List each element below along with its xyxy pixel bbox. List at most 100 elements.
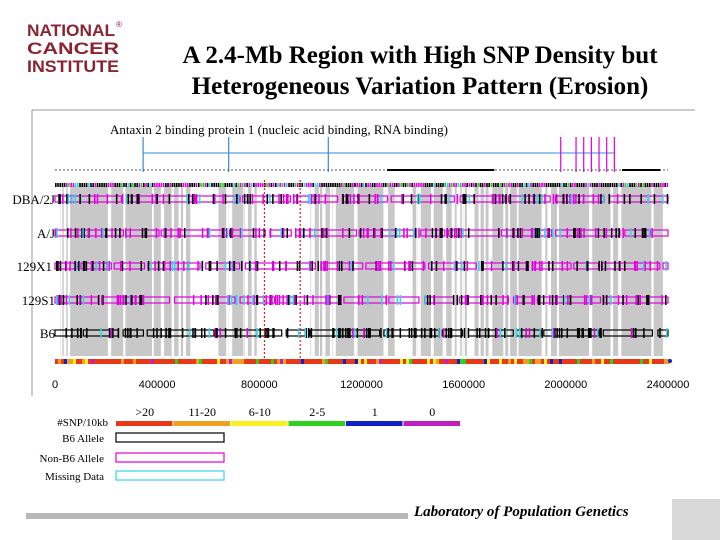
snp-tick xyxy=(129,228,131,238)
top-marker xyxy=(191,183,193,187)
top-marker xyxy=(662,183,664,187)
snp-tick xyxy=(216,295,219,305)
snp-tick xyxy=(547,228,549,238)
density-legend-swatch xyxy=(346,421,403,426)
snp-tick xyxy=(341,328,344,338)
density-cell xyxy=(340,359,343,364)
snp-tick xyxy=(358,194,360,204)
snp-tick xyxy=(282,228,285,238)
snp-tick xyxy=(189,328,191,338)
snp-tick xyxy=(498,194,500,204)
snp-tick xyxy=(108,261,110,271)
snp-tick xyxy=(548,261,550,271)
snp-tick xyxy=(352,261,354,271)
density-cell xyxy=(376,359,379,364)
snp-tick xyxy=(494,194,497,204)
snp-tick xyxy=(411,261,414,271)
density-cell xyxy=(367,359,370,364)
snp-tick xyxy=(272,194,274,204)
x-tick-label: 0 xyxy=(52,379,58,391)
snp-tick xyxy=(618,261,621,271)
snp-tick xyxy=(464,194,467,204)
x-tick-label: 1600000 xyxy=(442,379,485,391)
top-marker xyxy=(554,183,556,187)
density-cell xyxy=(469,359,472,364)
top-marker xyxy=(376,183,378,187)
top-marker xyxy=(530,183,532,187)
snp-tick xyxy=(311,194,313,204)
density-cell xyxy=(247,359,250,364)
allele-segment xyxy=(458,296,510,304)
snp-tick xyxy=(533,194,536,204)
snp-tick xyxy=(402,194,405,204)
top-marker xyxy=(290,183,292,187)
top-marker xyxy=(310,183,312,187)
top-marker xyxy=(446,183,449,187)
snp-tick xyxy=(422,261,425,271)
top-marker xyxy=(220,183,222,187)
top-marker xyxy=(528,183,530,187)
snp-tick xyxy=(134,295,136,305)
snp-tick xyxy=(533,295,536,305)
density-cell xyxy=(175,359,178,364)
snp-tick xyxy=(313,194,316,204)
snp-tick xyxy=(433,295,435,305)
gap-line xyxy=(473,186,475,356)
snp-tick xyxy=(115,194,118,204)
density-legend-swatch xyxy=(231,421,288,426)
top-marker xyxy=(121,183,123,187)
snp-tick xyxy=(539,228,541,238)
top-marker xyxy=(387,183,389,187)
gap-line xyxy=(451,186,455,356)
snp-tick xyxy=(87,228,90,238)
gap-line xyxy=(251,186,255,356)
density-cell xyxy=(487,359,490,364)
snp-tick xyxy=(100,328,102,338)
density-cell xyxy=(640,359,643,364)
density-cell xyxy=(328,359,331,364)
top-marker xyxy=(316,183,319,187)
snp-tick xyxy=(625,295,628,305)
snp-tick xyxy=(270,295,273,305)
top-marker xyxy=(521,183,523,187)
density-cell xyxy=(88,359,91,364)
allele-segment xyxy=(536,296,602,304)
snp-tick xyxy=(235,295,238,305)
snp-tick xyxy=(208,261,211,271)
density-cell xyxy=(589,359,592,364)
density-cell xyxy=(544,359,547,364)
snp-tick xyxy=(144,228,147,238)
top-marker xyxy=(477,183,479,187)
density-cell xyxy=(67,359,70,364)
top-marker xyxy=(547,183,550,187)
snp-tick xyxy=(304,328,307,338)
snp-tick xyxy=(460,228,462,238)
snp-tick xyxy=(65,295,68,305)
snp-tick xyxy=(326,261,328,271)
snp-tick xyxy=(393,261,395,271)
snp-tick xyxy=(311,261,313,271)
allele-segment xyxy=(624,229,651,237)
top-marker xyxy=(576,183,578,187)
density-cell xyxy=(73,359,76,364)
strain-label: 129X1 xyxy=(17,259,52,274)
top-marker xyxy=(541,183,543,187)
snp-tick xyxy=(66,194,68,204)
density-cell xyxy=(424,359,427,364)
density-cell xyxy=(91,359,94,364)
top-marker xyxy=(257,183,259,187)
snp-tick xyxy=(462,194,464,204)
snp-tick xyxy=(431,261,433,271)
snp-tick xyxy=(266,328,268,338)
density-cell xyxy=(154,359,157,364)
snp-tick xyxy=(207,295,210,305)
snp-tick xyxy=(259,328,261,338)
snp-tick xyxy=(426,295,429,305)
allele-legend-swatch xyxy=(115,470,225,481)
snp-tick xyxy=(410,328,413,338)
snp-tick xyxy=(446,228,448,238)
top-marker xyxy=(206,183,209,187)
snp-tick xyxy=(588,328,591,338)
slide-title: A 2.4-Mb Region with High SNP Density bu… xyxy=(140,40,700,102)
density-cell xyxy=(514,359,517,364)
